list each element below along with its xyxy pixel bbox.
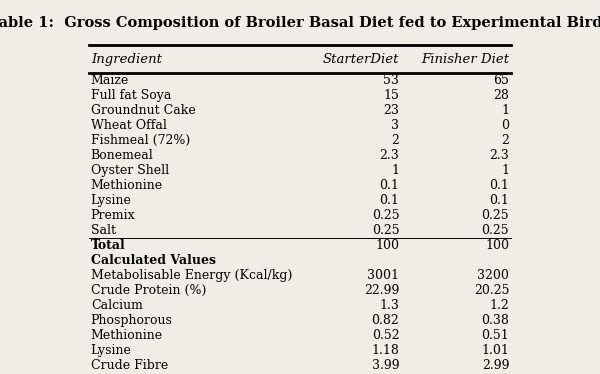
Text: Crude Fibre: Crude Fibre	[91, 359, 168, 372]
Text: 3: 3	[391, 119, 399, 132]
Text: 3.99: 3.99	[371, 359, 399, 372]
Text: 0.1: 0.1	[490, 194, 509, 208]
Text: Groundnut Cake: Groundnut Cake	[91, 104, 196, 117]
Text: 2: 2	[391, 134, 399, 147]
Text: Table 1:  Gross Composition of Broiler Basal Diet fed to Experimental Birds: Table 1: Gross Composition of Broiler Ba…	[0, 16, 600, 30]
Text: Fishmeal (72%): Fishmeal (72%)	[91, 134, 190, 147]
Text: 2.99: 2.99	[482, 359, 509, 372]
Text: 0.38: 0.38	[481, 314, 509, 327]
Text: Lysine: Lysine	[91, 344, 131, 357]
Text: 2.3: 2.3	[380, 150, 399, 162]
Text: 2: 2	[502, 134, 509, 147]
Text: 1: 1	[501, 165, 509, 177]
Text: 1: 1	[501, 104, 509, 117]
Text: Bonemeal: Bonemeal	[91, 150, 154, 162]
Text: Full fat Soya: Full fat Soya	[91, 89, 171, 102]
Text: 3200: 3200	[478, 269, 509, 282]
Text: Salt: Salt	[91, 224, 116, 237]
Text: 3001: 3001	[367, 269, 399, 282]
Text: 22.99: 22.99	[364, 284, 399, 297]
Text: 0.1: 0.1	[379, 194, 399, 208]
Text: 28: 28	[493, 89, 509, 102]
Text: Methionine: Methionine	[91, 180, 163, 192]
Text: 65: 65	[493, 74, 509, 88]
Text: 0.1: 0.1	[490, 180, 509, 192]
Text: Ingredient: Ingredient	[91, 53, 162, 65]
Text: 0.51: 0.51	[481, 329, 509, 342]
Text: 1.2: 1.2	[490, 299, 509, 312]
Text: 1: 1	[391, 165, 399, 177]
Text: 1.01: 1.01	[481, 344, 509, 357]
Text: Oyster Shell: Oyster Shell	[91, 165, 169, 177]
Text: Metabolisable Energy (Kcal/kg): Metabolisable Energy (Kcal/kg)	[91, 269, 292, 282]
Text: Wheat Offal: Wheat Offal	[91, 119, 167, 132]
Text: 0.82: 0.82	[371, 314, 399, 327]
Text: Calcium: Calcium	[91, 299, 143, 312]
Text: 0.52: 0.52	[371, 329, 399, 342]
Text: StarterDiet: StarterDiet	[323, 53, 399, 65]
Text: Total: Total	[91, 239, 125, 252]
Text: 100: 100	[375, 239, 399, 252]
Text: 0.25: 0.25	[371, 209, 399, 223]
Text: Premix: Premix	[91, 209, 136, 223]
Text: 100: 100	[485, 239, 509, 252]
Text: 0.1: 0.1	[379, 180, 399, 192]
Text: 1.3: 1.3	[379, 299, 399, 312]
Text: Crude Protein (%): Crude Protein (%)	[91, 284, 206, 297]
Text: Maize: Maize	[91, 74, 129, 88]
Text: Lysine: Lysine	[91, 194, 131, 208]
Text: Phosphorous: Phosphorous	[91, 314, 173, 327]
Text: 2.3: 2.3	[490, 150, 509, 162]
Text: 20.25: 20.25	[474, 284, 509, 297]
Text: Calculated Values: Calculated Values	[91, 254, 216, 267]
Text: 53: 53	[383, 74, 399, 88]
Text: 15: 15	[383, 89, 399, 102]
Text: 0.25: 0.25	[482, 209, 509, 223]
Text: 0.25: 0.25	[482, 224, 509, 237]
Text: 0.25: 0.25	[371, 224, 399, 237]
Text: 0: 0	[501, 119, 509, 132]
Text: 23: 23	[383, 104, 399, 117]
Text: Methionine: Methionine	[91, 329, 163, 342]
Text: Finisher Diet: Finisher Diet	[421, 53, 509, 65]
Text: 1.18: 1.18	[371, 344, 399, 357]
